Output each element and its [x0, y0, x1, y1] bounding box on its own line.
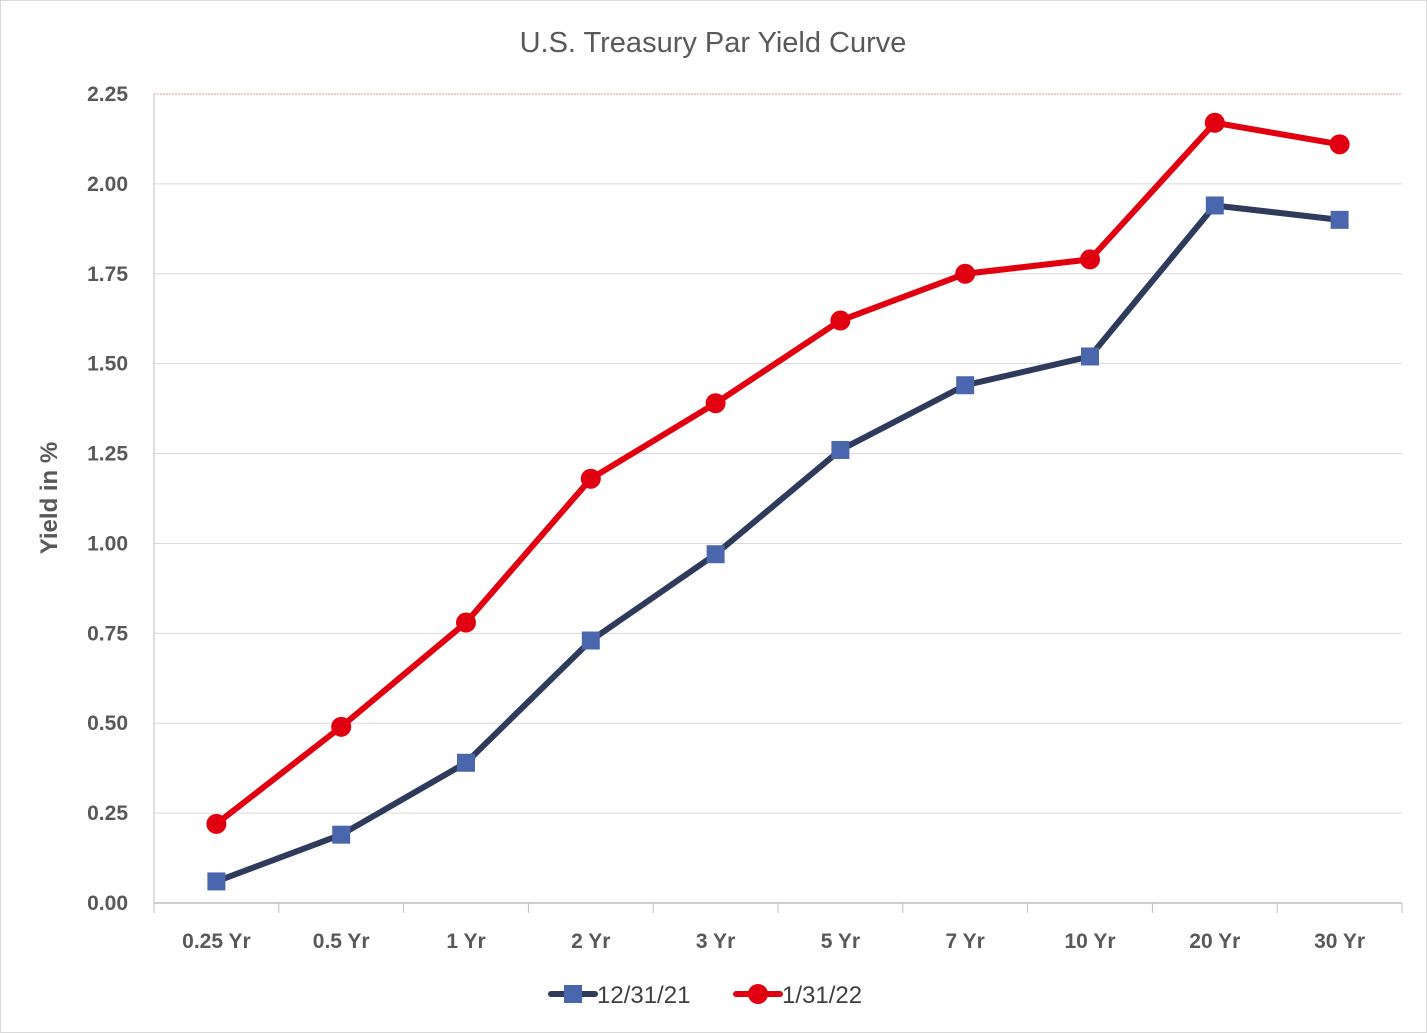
series-line — [213, 202, 1343, 885]
data-point — [1204, 112, 1225, 133]
x-tick-label: 2 Yr — [571, 930, 610, 953]
data-point — [831, 440, 850, 459]
y-axis-label: Yield in % — [36, 442, 63, 554]
data-point — [581, 631, 600, 650]
legend-label: 1/31/22 — [782, 982, 862, 1009]
y-tick-label: 1.25 — [87, 443, 128, 466]
y-tick-labels: 0.00 0.25 0.50 0.75 1.00 1.25 1.50 1.75 2.00 2.25 — [87, 83, 128, 915]
y-tick-label: 2.25 — [87, 83, 128, 106]
data-point — [705, 393, 726, 414]
data-point — [1329, 134, 1350, 155]
data-point — [331, 716, 352, 737]
legend-marker — [564, 985, 582, 1003]
data-point — [830, 310, 851, 331]
y-tick-label: 1.50 — [87, 353, 128, 376]
series-line — [213, 119, 1343, 827]
y-tick-label: 0.00 — [87, 892, 128, 915]
y-tick-label: 1.00 — [87, 532, 128, 555]
legend-item-1: 12/31/21 — [548, 982, 690, 1009]
data-point — [207, 872, 226, 891]
series-1 — [207, 196, 1349, 891]
y-tick-label: 2.00 — [87, 173, 128, 196]
x-tick-label: 7 Yr — [946, 930, 985, 953]
data-point — [456, 612, 476, 633]
series-lines — [206, 112, 1350, 891]
x-tick-label: 1 Yr — [446, 930, 485, 953]
data-point — [956, 376, 975, 395]
data-point — [1205, 196, 1224, 215]
x-tick-labels: 0.25 Yr 0.5 Yr 1 Yr 2 Yr 3 Yr 5 Yr 7 Yr 10 Yr 20… — [182, 930, 1365, 953]
chart-title: U.S. Treasury Par Yield Curve — [520, 27, 907, 59]
legend-label: 12/31/21 — [597, 982, 690, 1009]
data-point — [457, 753, 475, 772]
data-point — [206, 813, 227, 834]
x-tick-label: 20 Yr — [1189, 930, 1240, 953]
series-2 — [206, 112, 1350, 834]
x-tick-label: 5 Yr — [821, 930, 860, 953]
y-tick-label: 0.25 — [87, 802, 128, 825]
data-point — [1330, 210, 1349, 229]
x-tick-label: 0.25 Yr — [182, 930, 251, 953]
x-tick-label: 3 Yr — [696, 930, 735, 953]
data-point — [1080, 249, 1100, 270]
x-tick-label: 0.5 Yr — [313, 930, 370, 953]
legend-item-2: 1/31/22 — [733, 982, 862, 1009]
x-tick-label: 10 Yr — [1065, 930, 1116, 953]
axes — [153, 94, 1403, 913]
legend: 12/31/21 1/31/22 — [548, 982, 862, 1009]
data-point — [706, 545, 725, 564]
legend-marker — [748, 984, 768, 1004]
y-tick-label: 0.75 — [87, 622, 128, 645]
data-point — [580, 468, 601, 489]
data-point — [955, 263, 976, 284]
y-tick-label: 1.75 — [87, 263, 128, 286]
x-tick-label: 30 Yr — [1314, 930, 1365, 953]
data-point — [1081, 347, 1099, 366]
y-tick-label: 0.50 — [87, 712, 128, 735]
data-point — [332, 825, 351, 844]
